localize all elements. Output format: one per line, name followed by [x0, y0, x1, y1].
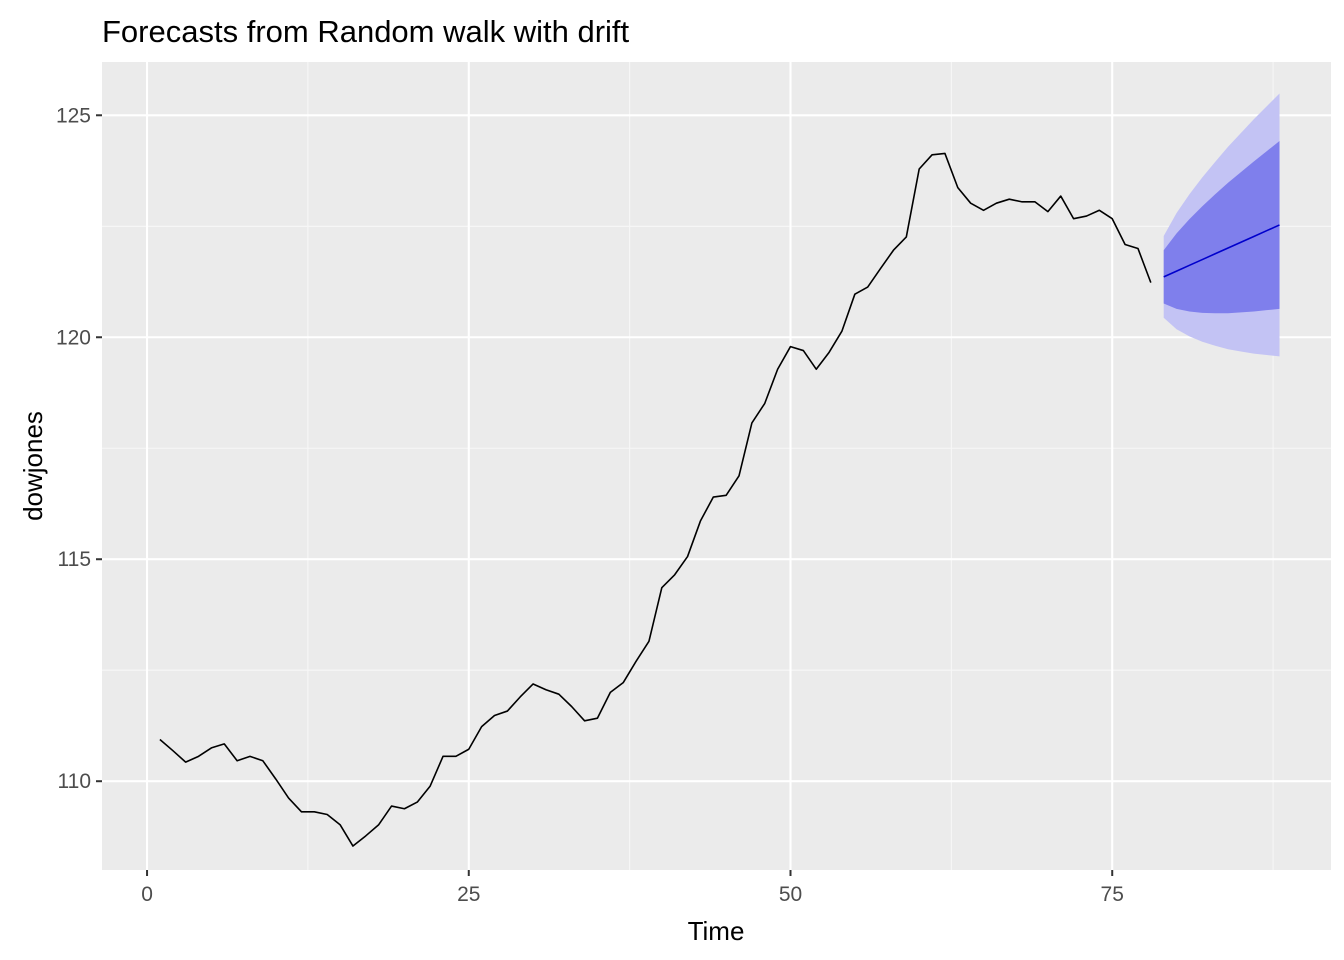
series-lines — [159, 152, 1280, 847]
y-axis: 110 115 120 125 — [56, 104, 102, 793]
plot-panel — [102, 62, 1331, 870]
y-axis-title: dowjones — [18, 411, 48, 521]
y-tick-label: 110 — [58, 770, 91, 793]
x-axis-title: Time — [688, 916, 745, 946]
x-tick-label: 25 — [457, 883, 480, 906]
x-axis: 0 25 50 75 — [141, 870, 1124, 906]
chart-title: Forecasts from Random walk with drift — [102, 14, 630, 49]
prediction-intervals — [1163, 93, 1280, 357]
y-tick-label: 120 — [56, 326, 91, 349]
band-80 — [1163, 141, 1280, 314]
y-tick-label: 125 — [56, 104, 91, 127]
major-gridlines — [102, 62, 1331, 870]
y-tick-label: 115 — [58, 548, 91, 571]
x-tick-label: 75 — [1101, 883, 1124, 906]
x-tick-label: 0 — [141, 883, 153, 906]
history-line — [159, 152, 1152, 847]
x-tick-label: 50 — [779, 883, 802, 906]
forecast-line — [1163, 224, 1280, 278]
